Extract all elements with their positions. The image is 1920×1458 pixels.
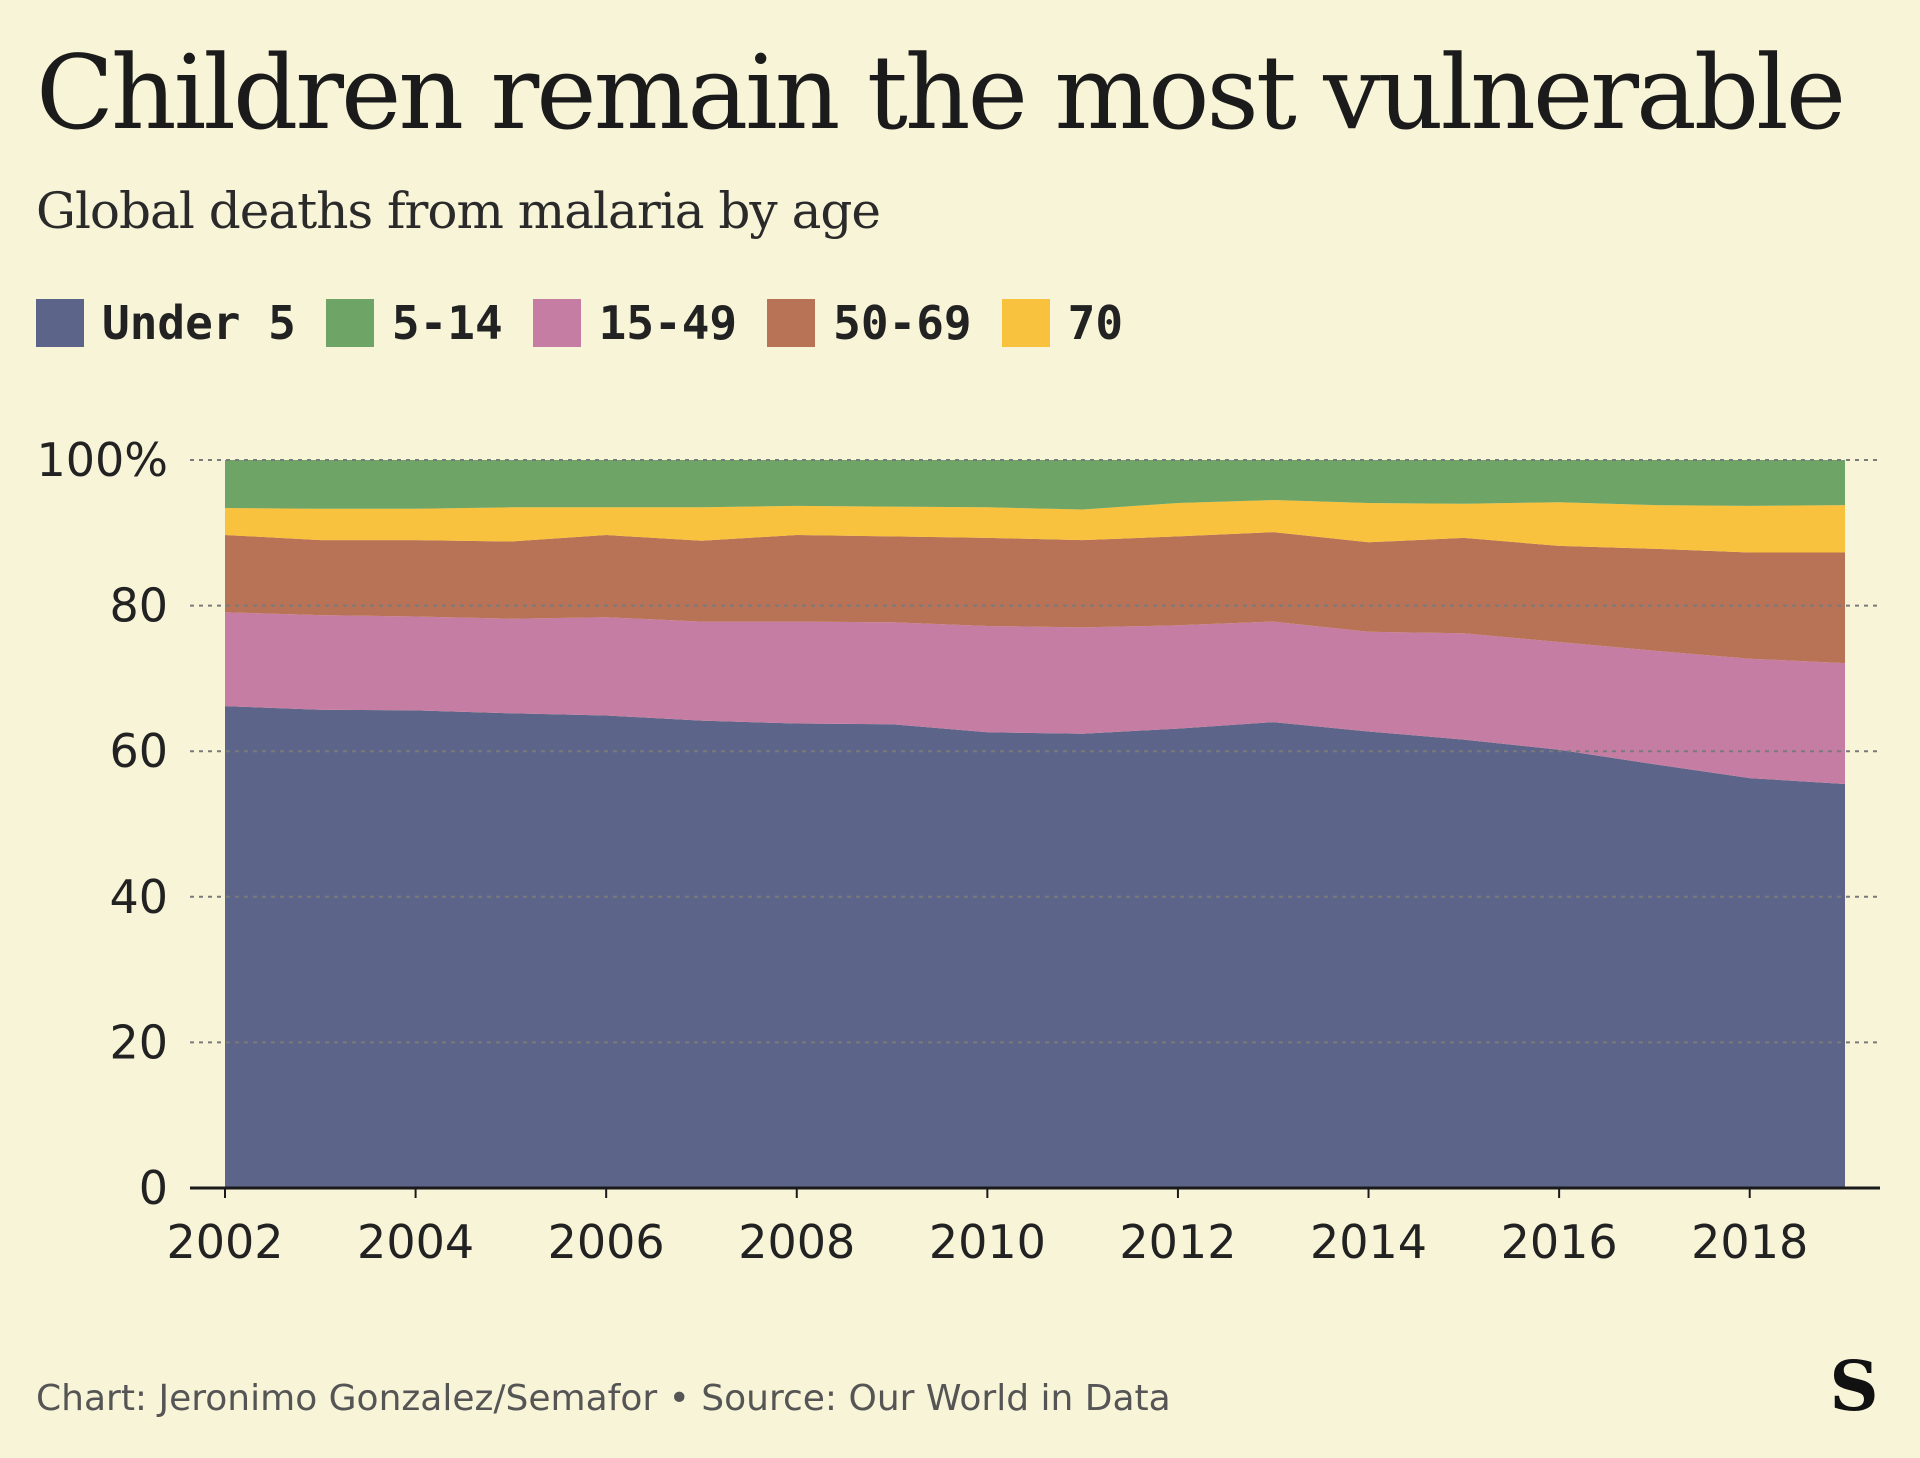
x-tick-label: 2008: [738, 1215, 855, 1269]
area-layer: [225, 460, 1845, 1188]
x-tick-label: 2014: [1310, 1215, 1427, 1269]
legend-item-5-14: 5-14: [325, 296, 503, 350]
logo-letter: S: [1829, 1354, 1878, 1418]
x-tick-label: 2002: [166, 1215, 283, 1269]
area-series-5-14: [225, 460, 1845, 510]
x-tick-label: 2012: [1119, 1215, 1236, 1269]
legend-label-15-49: 15-49: [598, 296, 738, 350]
semafor-logo: S: [1829, 1354, 1878, 1418]
x-axis: 2002 2004 2006 2008 2010 2012 2014 2016 2018: [166, 1188, 1808, 1269]
x-tick-label: 2010: [929, 1215, 1046, 1269]
y-tick-label: 60: [109, 724, 168, 778]
y-tick-label: 20: [109, 1015, 168, 1069]
legend-swatch-15-49: [532, 299, 581, 347]
y-tick-label: 0: [139, 1161, 168, 1215]
legend-item-under-5: Under 5: [36, 296, 296, 350]
legend-swatch-under-5: [36, 299, 84, 347]
x-tick-label: 2004: [357, 1215, 474, 1269]
legend-label-70: 70: [1067, 296, 1124, 350]
legend-label-50-69: 50-69: [833, 296, 972, 350]
legend-item-50-69: 50-69: [767, 296, 972, 350]
x-tick-label: 2018: [1691, 1215, 1808, 1269]
legend-swatch-50-69: [767, 299, 816, 347]
legend-item-15-49: 15-49: [532, 296, 738, 350]
area-series-50-69: [225, 532, 1845, 664]
x-tick-label: 2016: [1501, 1215, 1618, 1269]
y-tick-label: 100%: [36, 433, 168, 487]
chart-subtitle: Global deaths from malaria by age: [36, 182, 881, 240]
gridline-layer: [190, 459, 1880, 1190]
chart-title: Children remain the most vulnerable: [36, 34, 1846, 153]
area-series-under-5: [225, 706, 1845, 1188]
legend-label-under-5: Under 5: [102, 296, 296, 350]
y-axis: 0 20 40 60 80 100%: [36, 433, 168, 1215]
legend-swatch-5-14: [325, 299, 374, 347]
source-credit: Chart: Jeronimo Gonzalez/Semafor • Sourc…: [36, 1378, 1171, 1419]
area-series-70: [225, 500, 1845, 553]
y-tick-label: 80: [109, 579, 168, 633]
x-tick-label: 2006: [548, 1215, 665, 1269]
y-tick-label: 40: [109, 870, 168, 924]
area-series-15-49: [225, 612, 1845, 784]
legend-item-70: 70: [1001, 296, 1124, 350]
legend-swatch-70: [1001, 299, 1050, 347]
legend-label-5-14: 5-14: [391, 296, 503, 350]
legend: Under 5 5-14 15-49 50-69 70: [36, 296, 1123, 350]
